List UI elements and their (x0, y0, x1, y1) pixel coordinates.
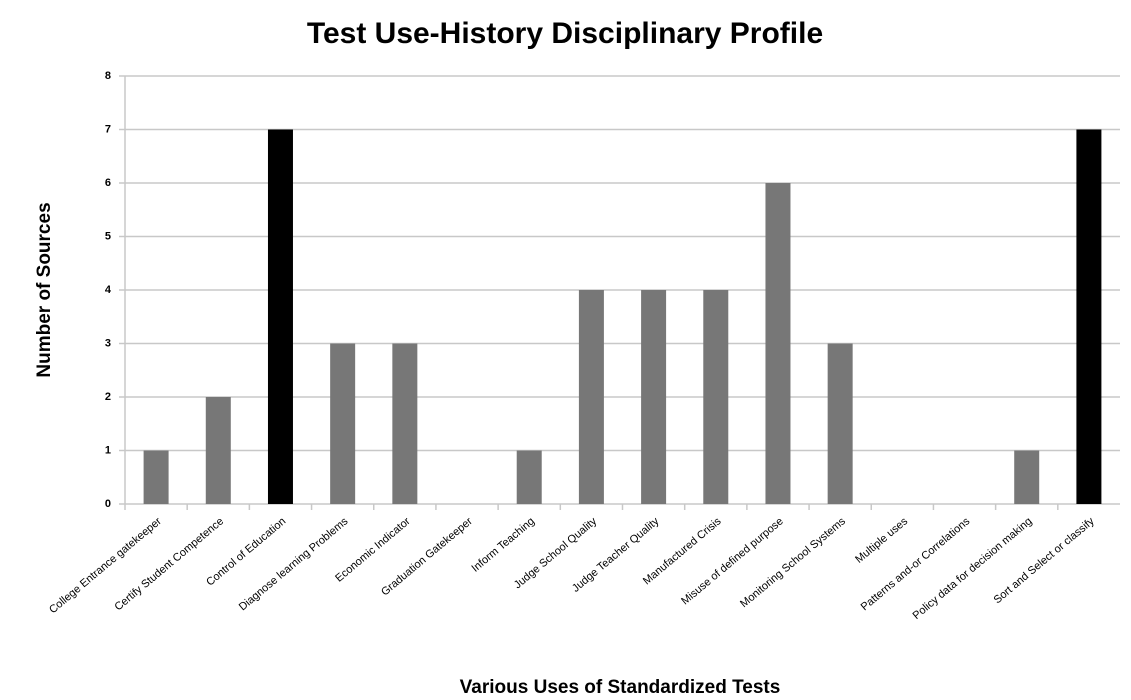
bar (516, 450, 542, 504)
y-tick-label: 3 (105, 337, 111, 349)
bar (1014, 450, 1040, 504)
y-tick-label: 5 (105, 230, 111, 242)
bar (765, 183, 791, 504)
x-tick-label: Monitoring School Systems (738, 515, 848, 610)
bar (1076, 129, 1102, 504)
x-tick-label: Certify Student Competence (113, 515, 227, 613)
y-tick-label: 1 (105, 444, 111, 456)
chart-title: Test Use-History Disciplinary Profile (307, 17, 823, 50)
y-tick-label: 0 (105, 498, 111, 510)
y-tick-label: 6 (105, 177, 111, 189)
bar (827, 343, 853, 504)
x-tick-label: Inform Teaching (469, 515, 537, 574)
x-axis-label: Various Uses of Standardized Tests (460, 677, 781, 698)
bar (641, 290, 667, 504)
bar (578, 290, 604, 504)
bar (703, 290, 729, 504)
y-tick-label: 8 (105, 70, 111, 82)
x-tick-label: Misuse of defined purpose (679, 515, 786, 607)
y-tick-label: 4 (105, 284, 112, 296)
y-tick-label: 2 (105, 391, 111, 403)
x-tick-label: Diagnose learning Problems (237, 515, 351, 613)
x-tick-label: Sort and Select or classify (992, 515, 1098, 606)
bar (392, 343, 418, 504)
bar (330, 343, 356, 504)
x-tick-label: College Entrance gatekeeper (47, 515, 164, 616)
bar (267, 129, 293, 504)
bar (143, 450, 169, 504)
y-tick-label: 7 (105, 123, 111, 135)
x-tick-label: Multiple uses (853, 515, 910, 566)
x-tick-label: Patterns and-or Correlations (859, 515, 973, 613)
x-tick-label: Policy data for decision making (911, 515, 1035, 622)
bar (205, 397, 231, 504)
y-axis-label: Number of Sources (34, 202, 55, 377)
